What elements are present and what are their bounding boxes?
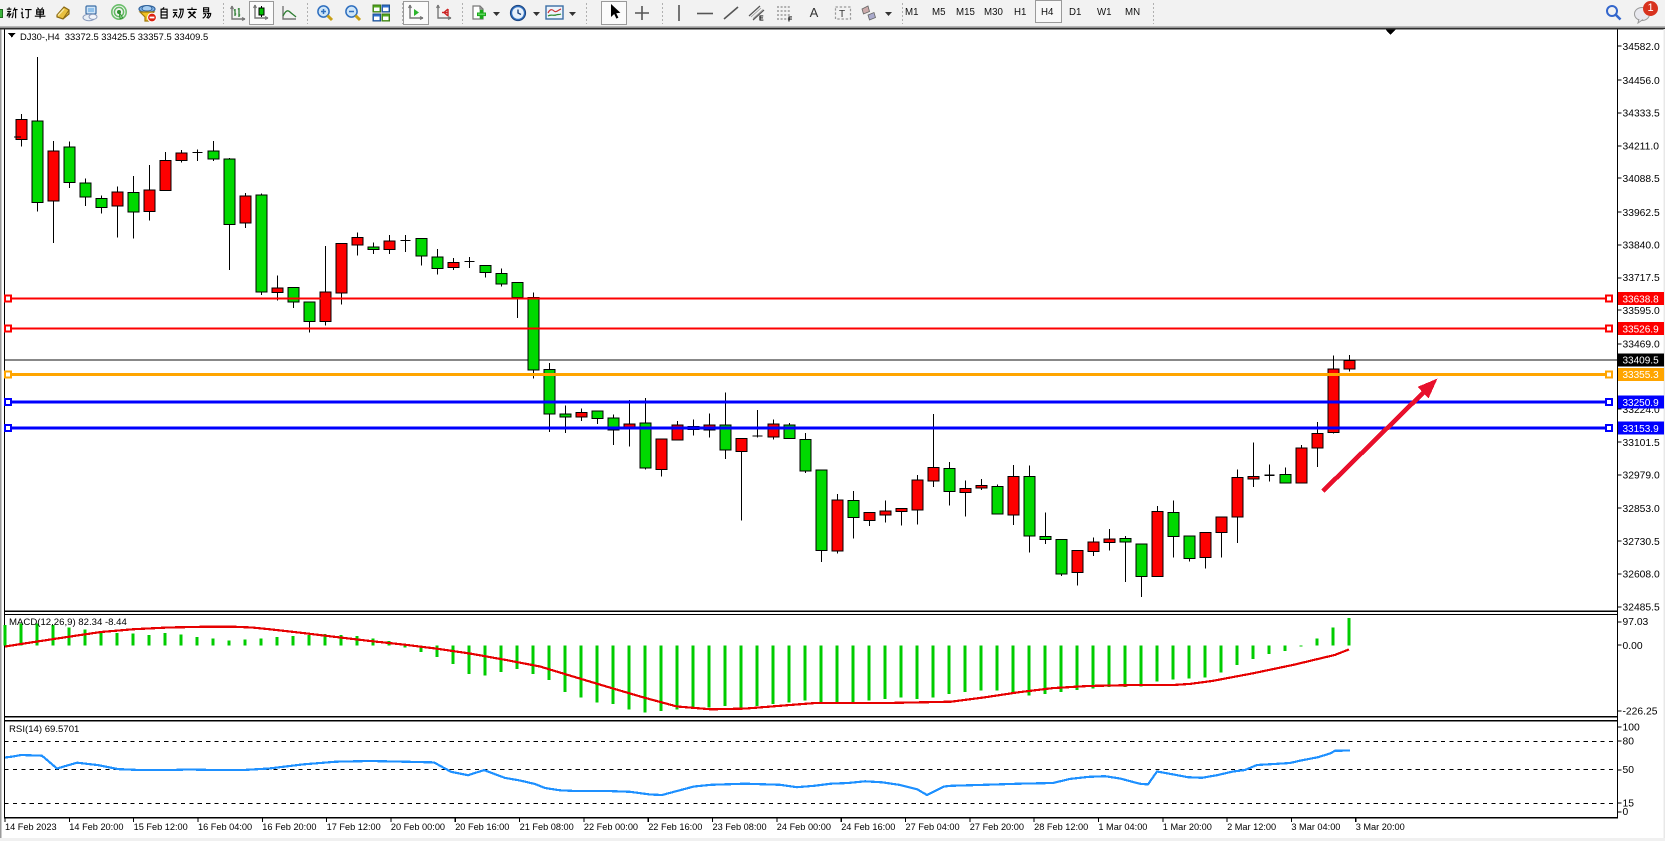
svg-text:3 Mar 04:00: 3 Mar 04:00 (1291, 822, 1340, 832)
svg-text:24 Feb 00:00: 24 Feb 00:00 (777, 822, 831, 832)
svg-text:32608.0: 32608.0 (1623, 570, 1660, 581)
svg-text:15: 15 (1623, 799, 1635, 810)
svg-text:0.00: 0.00 (1623, 641, 1643, 652)
svg-text:32979.0: 32979.0 (1623, 471, 1660, 482)
svg-text:34582.0: 34582.0 (1623, 42, 1660, 53)
svg-text:DJ30-,H4 33372.5 33425.5 3335: DJ30-,H4 33372.5 33425.5 33357.5 33409.5 (20, 31, 208, 42)
svg-text:F: F (788, 17, 793, 24)
svg-text:0: 0 (1623, 807, 1629, 818)
svg-text:RSI(14) 69.5701: RSI(14) 69.5701 (9, 724, 79, 735)
svg-text:14 Feb 2023: 14 Feb 2023 (5, 822, 57, 832)
svg-text:33469.0: 33469.0 (1623, 340, 1660, 351)
svg-text:E: E (759, 16, 764, 23)
svg-text:15 Feb 12:00: 15 Feb 12:00 (134, 822, 188, 832)
svg-text:34211.0: 34211.0 (1623, 141, 1660, 152)
svg-text:MACD(12,26,9) 82.34 -8.44: MACD(12,26,9) 82.34 -8.44 (9, 617, 128, 628)
svg-text:14 Feb 20:00: 14 Feb 20:00 (69, 822, 123, 832)
svg-text:33250.9: 33250.9 (1623, 398, 1660, 409)
svg-text:16 Feb 20:00: 16 Feb 20:00 (262, 822, 316, 832)
svg-text:33962.5: 33962.5 (1623, 208, 1660, 219)
svg-text:33101.5: 33101.5 (1623, 438, 1660, 449)
svg-text:21 Feb 08:00: 21 Feb 08:00 (520, 822, 574, 832)
svg-text:28 Feb 12:00: 28 Feb 12:00 (1034, 822, 1088, 832)
svg-text:33595.0: 33595.0 (1623, 306, 1660, 317)
svg-text:50: 50 (1623, 765, 1635, 776)
svg-text:20 Feb 16:00: 20 Feb 16:00 (455, 822, 509, 832)
svg-text:1 Mar 20:00: 1 Mar 20:00 (1163, 822, 1212, 832)
svg-text:22 Feb 00:00: 22 Feb 00:00 (584, 822, 638, 832)
svg-text:33409.5: 33409.5 (1623, 356, 1660, 367)
svg-text:34456.0: 34456.0 (1623, 76, 1660, 87)
svg-text:34088.5: 34088.5 (1623, 174, 1660, 185)
svg-text:80: 80 (1623, 737, 1635, 748)
svg-text:32485.5: 32485.5 (1623, 603, 1660, 614)
svg-text:97.03: 97.03 (1623, 617, 1649, 628)
svg-text:32853.0: 32853.0 (1623, 504, 1660, 515)
svg-text:32730.5: 32730.5 (1623, 537, 1660, 548)
svg-text:27 Feb 20:00: 27 Feb 20:00 (970, 822, 1024, 832)
svg-text:27 Feb 04:00: 27 Feb 04:00 (906, 822, 960, 832)
svg-text:33717.5: 33717.5 (1623, 273, 1660, 284)
svg-text:33526.9: 33526.9 (1623, 324, 1660, 335)
svg-text:34333.5: 34333.5 (1623, 109, 1660, 120)
svg-text:100: 100 (1623, 723, 1640, 734)
svg-text:T: T (839, 9, 845, 20)
svg-text:23 Feb 08:00: 23 Feb 08:00 (713, 822, 767, 832)
svg-text:17 Feb 12:00: 17 Feb 12:00 (327, 822, 381, 832)
svg-text:33224.0: 33224.0 (1623, 405, 1660, 416)
svg-text:33638.8: 33638.8 (1623, 294, 1660, 305)
svg-text:22 Feb 16:00: 22 Feb 16:00 (648, 822, 702, 832)
svg-text:24 Feb 16:00: 24 Feb 16:00 (841, 822, 895, 832)
svg-text:16 Feb 04:00: 16 Feb 04:00 (198, 822, 252, 832)
svg-text:2 Mar 12:00: 2 Mar 12:00 (1227, 822, 1276, 832)
svg-text:33153.9: 33153.9 (1623, 424, 1660, 435)
svg-text:1 Mar 04:00: 1 Mar 04:00 (1098, 822, 1147, 832)
svg-text:3 Mar 20:00: 3 Mar 20:00 (1356, 822, 1405, 832)
svg-text:33355.3: 33355.3 (1623, 370, 1660, 381)
svg-text:-226.25: -226.25 (1623, 707, 1658, 718)
svg-text:33840.0: 33840.0 (1623, 241, 1660, 252)
svg-text:20 Feb 00:00: 20 Feb 00:00 (391, 822, 445, 832)
